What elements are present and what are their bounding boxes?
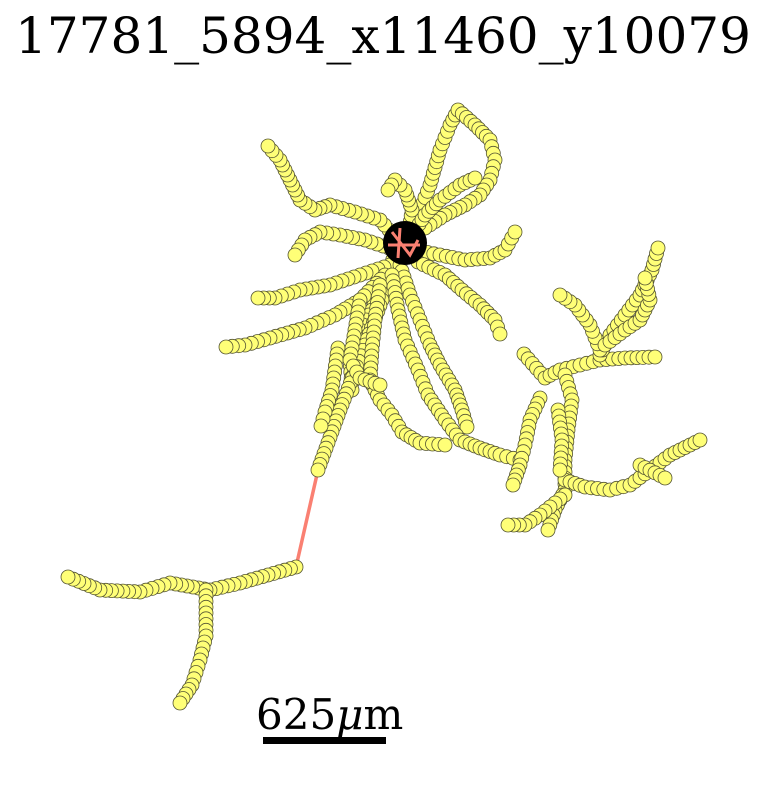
trace-node	[380, 182, 396, 198]
trace-node	[437, 437, 453, 453]
trace-node	[657, 470, 673, 486]
soma	[383, 221, 427, 265]
trace-node	[459, 419, 475, 435]
page-title: 17781_5894_x11460_y10079	[15, 7, 751, 65]
trace-node	[505, 477, 521, 493]
trace-node	[218, 339, 234, 355]
trace-node	[650, 240, 666, 256]
scale-unit-greek: μ	[336, 690, 364, 739]
trace-node	[647, 349, 663, 365]
soma-body	[383, 221, 427, 265]
trace-node	[552, 287, 568, 303]
trace-node	[507, 224, 523, 240]
trace-node	[467, 170, 483, 186]
trace-node	[310, 462, 326, 478]
trace-node	[260, 138, 276, 154]
trace-node	[500, 517, 516, 533]
trace-node	[692, 432, 708, 448]
trace-node	[492, 326, 508, 342]
nodes	[60, 102, 708, 711]
scale-value: 625	[256, 690, 337, 739]
trace-node	[313, 418, 329, 434]
trace-node	[172, 695, 188, 711]
scale-bar-label: 625μm	[256, 690, 403, 740]
trace-node	[540, 522, 556, 538]
trace-node	[552, 462, 568, 478]
scale-bar	[263, 737, 386, 744]
trace-node	[250, 290, 266, 306]
trace-node	[60, 569, 76, 585]
scale-unit-suffix: m	[363, 690, 404, 739]
trace-node	[637, 270, 653, 286]
trace-node	[372, 377, 388, 393]
soma-branch-stroke	[396, 227, 402, 259]
trace-node	[287, 247, 303, 263]
